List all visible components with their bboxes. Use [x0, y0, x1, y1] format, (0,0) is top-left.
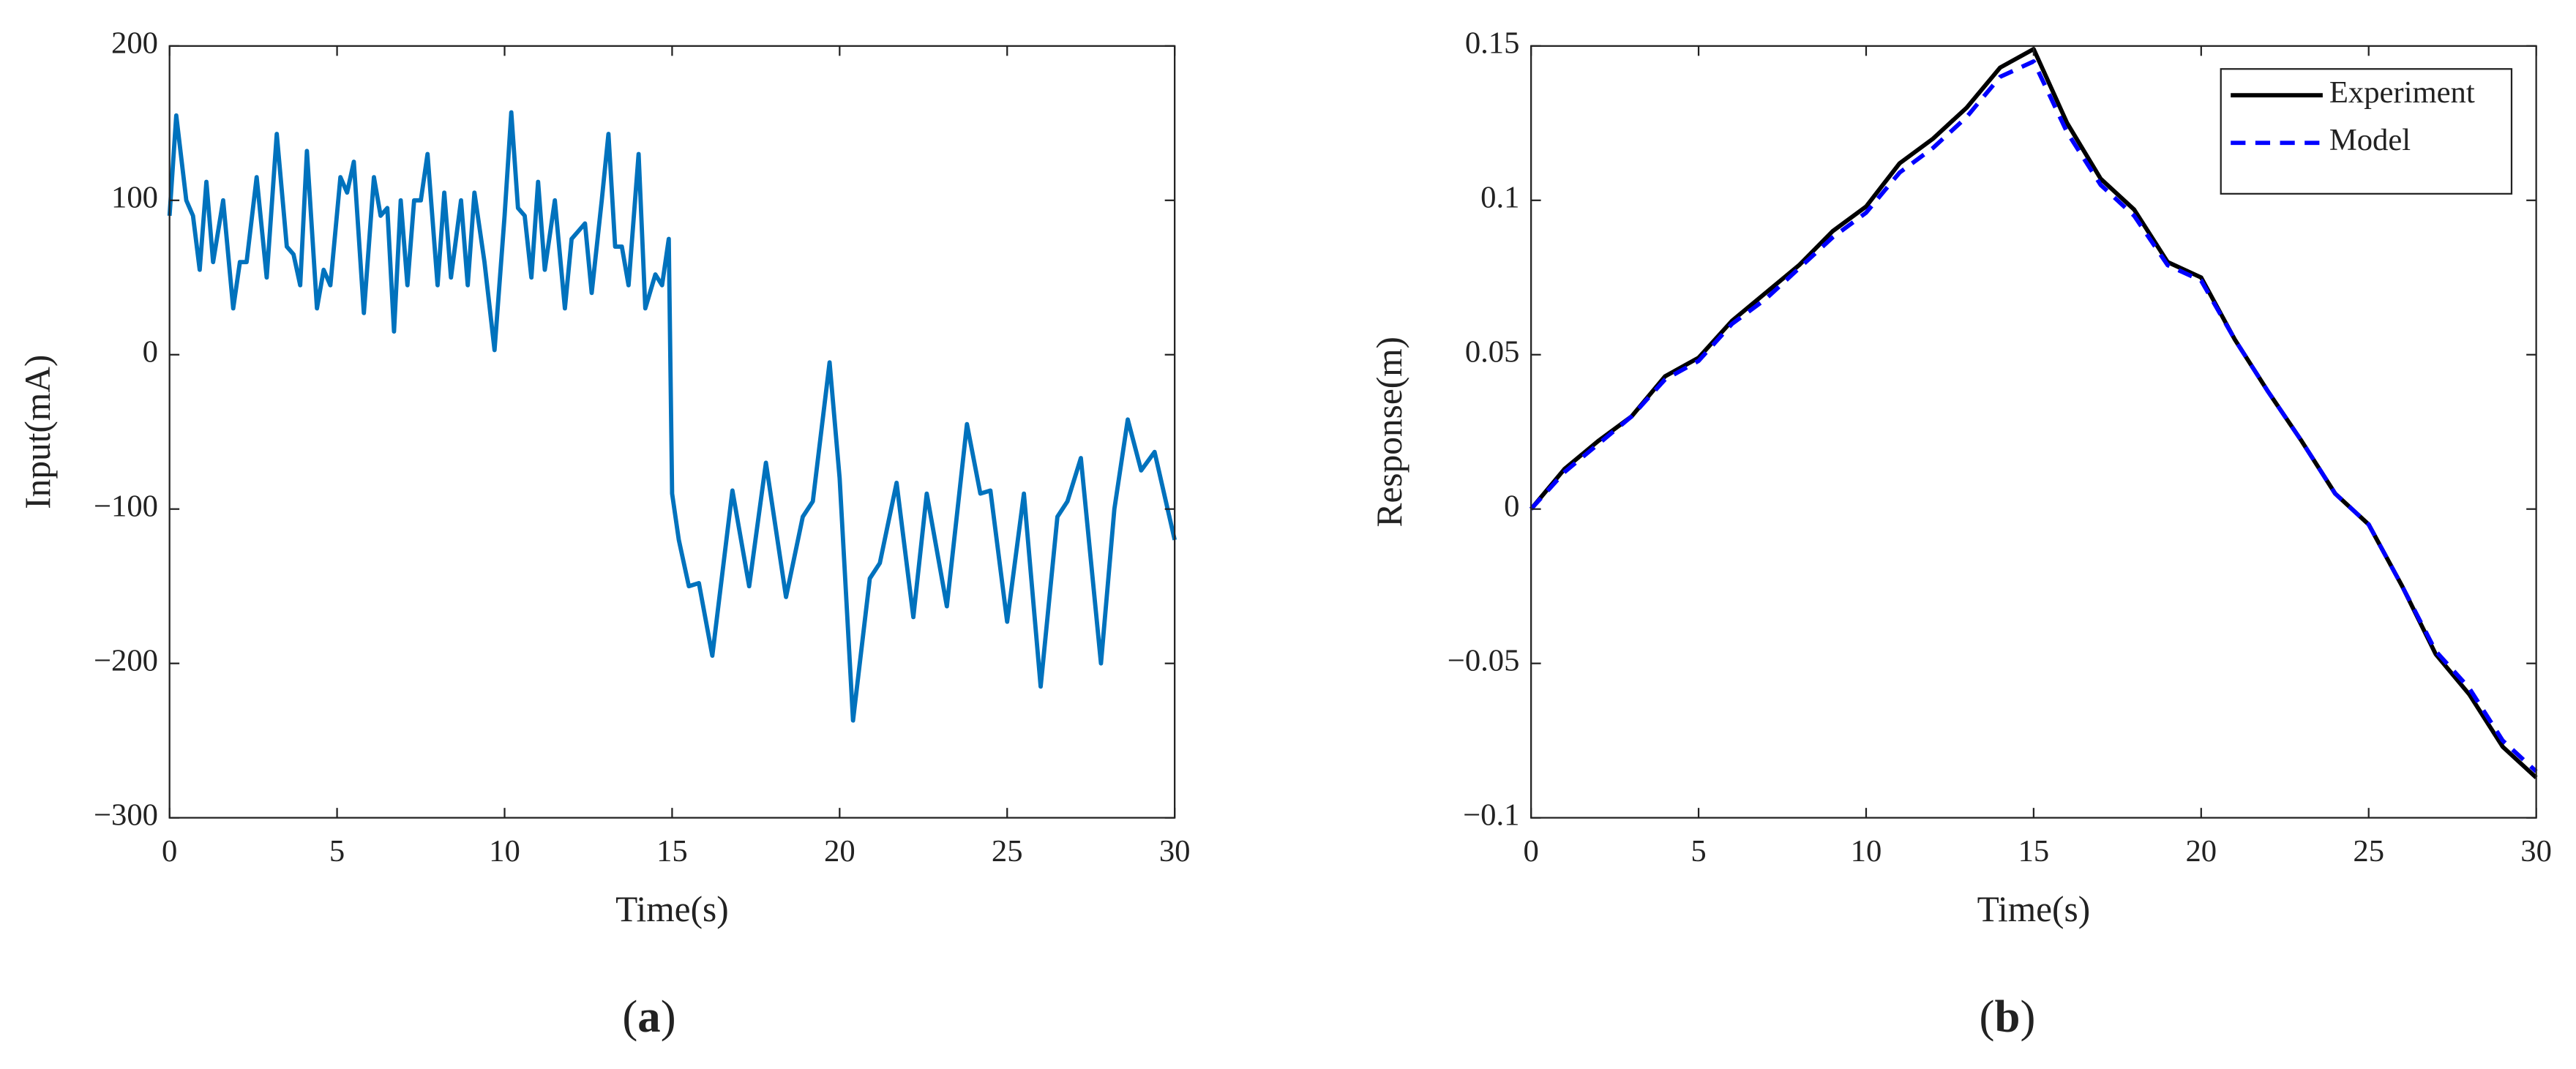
y-tick-label: −0.05 [1448, 643, 1520, 678]
panel-label: (a) [622, 991, 675, 1042]
x-tick-label: 30 [2520, 834, 2552, 869]
x-tick-label: 20 [2185, 834, 2217, 869]
x-axis-label: Time(s) [1977, 889, 2091, 929]
y-tick-label: −300 [94, 798, 158, 832]
x-tick-label: 5 [1690, 834, 1706, 869]
y-tick-label: −200 [94, 643, 158, 678]
y-tick-label: 0.05 [1465, 335, 1520, 370]
data-line [1529, 59, 2538, 773]
y-tick-label: 0.15 [1465, 26, 1520, 61]
panel-label: (b) [1980, 991, 2036, 1042]
x-tick-label: 10 [489, 834, 520, 869]
x-tick-label: 0 [162, 834, 177, 869]
x-tick-label: 10 [1851, 834, 1882, 869]
x-tick-label: 25 [992, 834, 1023, 869]
legend-label: Experiment [2329, 75, 2475, 110]
y-axis-label: Input(mA) [18, 355, 58, 509]
x-tick-label: 15 [656, 834, 688, 869]
y-tick-label: −0.1 [1463, 798, 1519, 832]
x-tick-label: 5 [329, 834, 345, 869]
y-tick-label: 0.1 [1480, 181, 1519, 215]
legend-label: Model [2329, 123, 2411, 157]
data-line [167, 110, 1177, 723]
x-tick-label: 20 [824, 834, 855, 869]
legend-box [2220, 68, 2513, 195]
y-tick-label: −100 [94, 489, 158, 523]
x-tick-label: 25 [2353, 834, 2384, 869]
y-tick-label: 100 [111, 181, 158, 215]
x-tick-label: 30 [1159, 834, 1191, 869]
y-tick-label: 200 [111, 26, 158, 61]
x-axis-label: Time(s) [615, 889, 729, 929]
y-axis-label: Response(m) [1369, 337, 1409, 527]
x-tick-label: 15 [2018, 834, 2050, 869]
y-tick-label: 0 [143, 335, 158, 370]
x-tick-label: 0 [1523, 834, 1538, 869]
y-tick-label: 0 [1504, 489, 1519, 523]
